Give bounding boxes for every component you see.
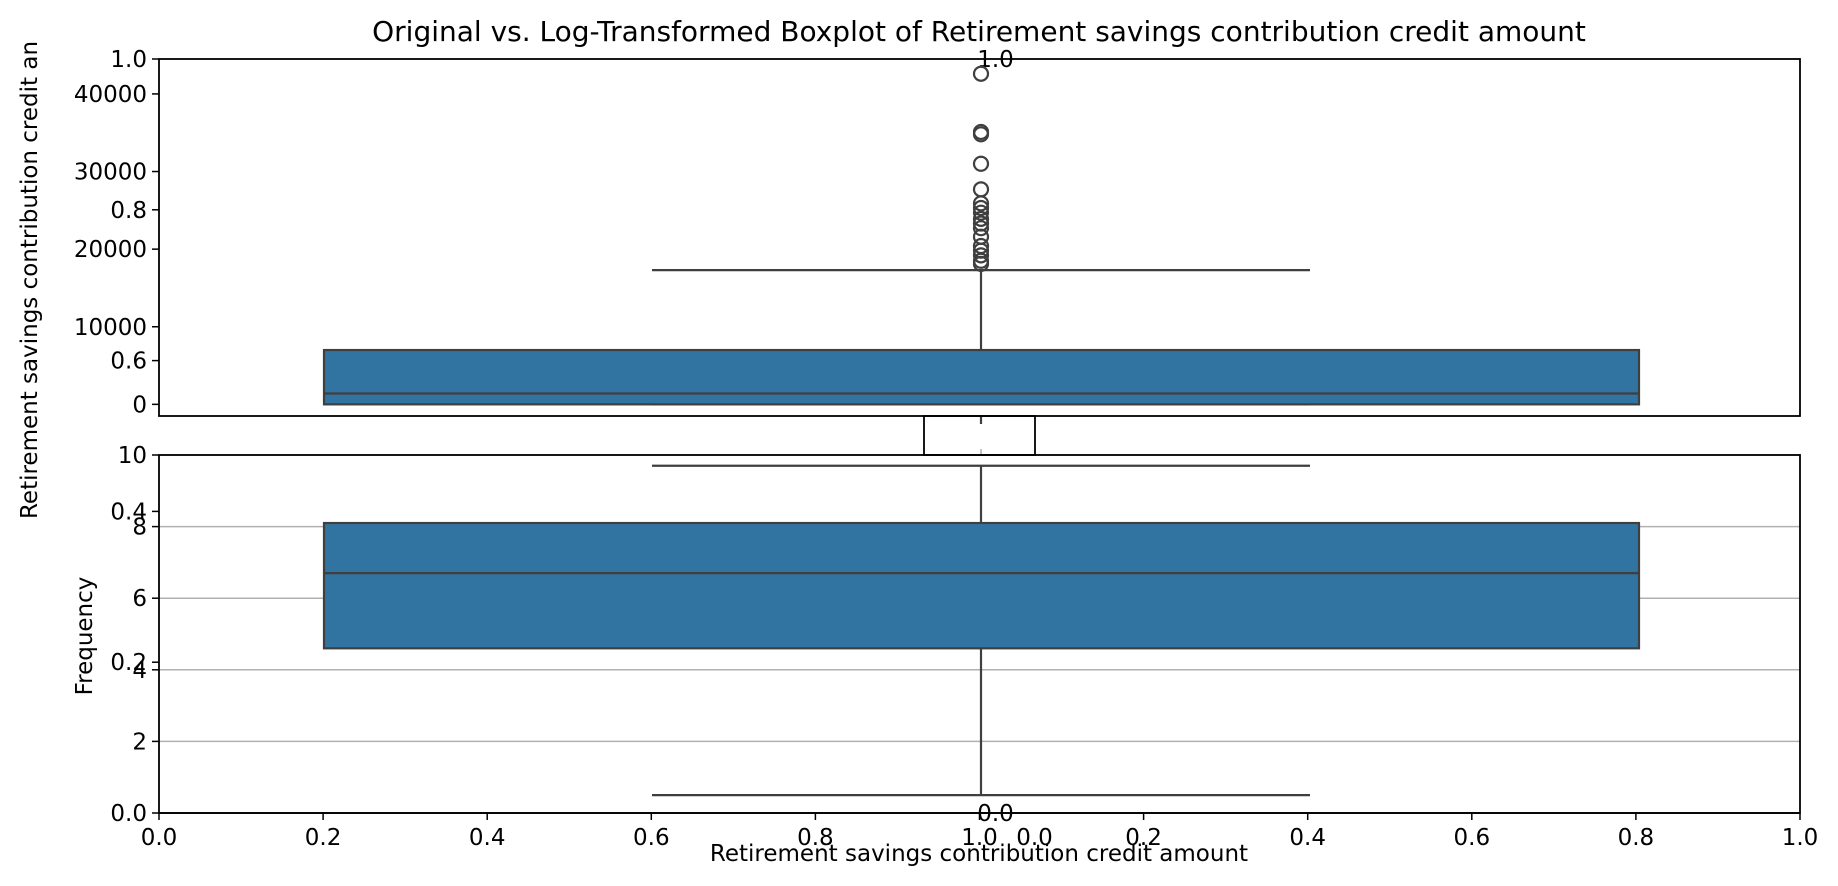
original-panel-outlier-point xyxy=(972,204,990,221)
bg-right-xtick-label: 1.0 xyxy=(1782,825,1819,851)
log-panel-ytick-label: 6 xyxy=(132,586,147,612)
bg-right-xtick-label: 0.6 xyxy=(1454,825,1491,851)
log-panel-ytick-label: 4 xyxy=(132,658,147,684)
original-panel-box xyxy=(322,348,1641,406)
original-panel-frame xyxy=(158,58,1801,417)
bg-left-ytick-label: 0.2 xyxy=(110,650,147,676)
bg-right-xtick-label: 0.8 xyxy=(1618,825,1655,851)
bg-left-xtick-label: 0.6 xyxy=(633,825,670,851)
inset-axes-background xyxy=(924,416,1035,455)
log-panel-ytick-label: 2 xyxy=(132,729,147,755)
log-panel-ylabel: Frequency xyxy=(72,577,98,696)
bg-left-ytick-label: 0.8 xyxy=(110,198,147,224)
original-panel-outlier-point xyxy=(972,210,990,227)
original-panel-ytick-label: 0 xyxy=(132,392,147,418)
original-panel-outlier-point xyxy=(972,155,990,172)
bg-left-ytick-label: 0.6 xyxy=(110,349,147,375)
bg-left-xtick-label: 0.0 xyxy=(141,825,178,851)
log-panel-ytick-label: 8 xyxy=(132,515,147,541)
bg-right-xtick-label: 0.2 xyxy=(1125,825,1162,851)
bg-left-xtick-label: 0.2 xyxy=(305,825,342,851)
log-panel-xlabel: Retirement savings contribution credit a… xyxy=(710,841,1248,867)
original-panel-outlier-point xyxy=(972,247,990,264)
original-panel-ytick-label: 20000 xyxy=(74,237,147,263)
original-panel-outlier-point xyxy=(972,215,990,232)
original-panel-outlier-point xyxy=(972,199,990,217)
original-panel-ytick-label: 30000 xyxy=(74,160,147,186)
chart-title: Original vs. Log-Transformed Boxplot of … xyxy=(372,15,1586,48)
bg-left-xtick-label: 0.4 xyxy=(469,825,506,851)
bg-right-xtick-label: 0.4 xyxy=(1289,825,1326,851)
bg-right-xtick-label: 0.0 xyxy=(1016,825,1053,851)
original-panel-outlier-point xyxy=(972,181,990,198)
bg-right-ytick-label: 1.0 xyxy=(977,47,1014,73)
original-panel-outlier-point xyxy=(972,237,990,255)
original-panel-outlier-point xyxy=(972,220,990,237)
bg-left-xtick-label: 0.8 xyxy=(797,825,834,851)
original-panel-outlier-point xyxy=(972,123,990,141)
original-panel-ytick-label: 10000 xyxy=(74,315,147,341)
bg-left-ytick-label: 0.0 xyxy=(110,801,147,827)
bg-right-ytick-label: 0.0 xyxy=(977,801,1014,827)
bg-left-ytick-label: 1.0 xyxy=(110,47,147,73)
original-panel-ylabel: Retirement savings contribution credit a… xyxy=(17,41,43,519)
bg-left-xtick-label: 1.0 xyxy=(961,825,998,851)
log-panel-box xyxy=(322,521,1641,650)
log-panel-ytick-label: 10 xyxy=(118,443,147,469)
original-panel-ytick-label: 40000 xyxy=(74,82,147,108)
bg-left-ytick-label: 0.4 xyxy=(110,499,147,525)
original-panel-outlier-point xyxy=(972,65,990,82)
